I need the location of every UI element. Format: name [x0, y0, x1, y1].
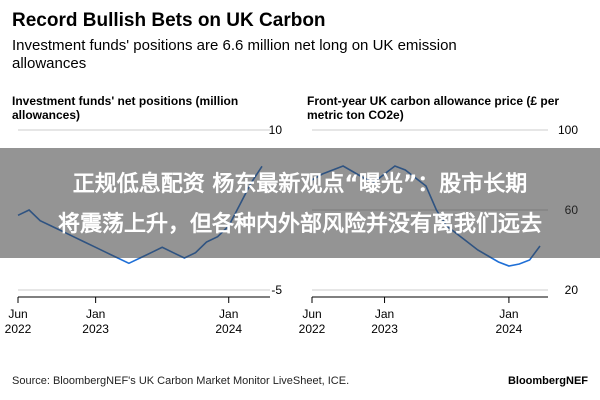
y-tick-label: 20 — [565, 283, 579, 297]
x-tick-label: Jun — [8, 307, 27, 321]
x-tick-label: 2022 — [5, 322, 32, 336]
x-tick-label: 2024 — [215, 322, 242, 336]
y-tick-label: 100 — [558, 123, 578, 137]
x-tick-label: Jan — [86, 307, 105, 321]
left-panel-title: Investment funds' net positions (million… — [12, 94, 239, 122]
chart-subtitle: Investment funds' positions are 6.6 mill… — [12, 37, 457, 72]
brand-logo: BloombergNEF — [507, 375, 588, 387]
x-tick-label: 2023 — [82, 322, 109, 336]
y-tick-label: -5 — [271, 283, 282, 297]
x-tick-label: 2022 — [299, 322, 326, 336]
source-note: Source: BloombergNEF's UK Carbon Market … — [12, 375, 350, 387]
chart-title: Record Bullish Bets on UK Carbon — [12, 10, 326, 31]
x-tick-label: 2024 — [496, 322, 523, 336]
x-tick-label: Jan — [499, 307, 518, 321]
overlay-headline-line1: 正规低息配资 杨东最新观点“曝光”：股市长期 — [72, 172, 528, 197]
x-tick-label: Jun — [302, 307, 321, 321]
x-tick-label: Jan — [375, 307, 394, 321]
x-tick-label: 2023 — [371, 322, 398, 336]
right-panel-title: Front-year UK carbon allowance price (£ … — [307, 94, 560, 122]
overlay-headline-line2: 将震荡上升，但各种内外部风险并没有离我们远去 — [57, 212, 542, 237]
x-tick-label: Jan — [219, 307, 238, 321]
headline-overlay — [0, 148, 600, 258]
y-tick-label: 10 — [269, 123, 283, 137]
